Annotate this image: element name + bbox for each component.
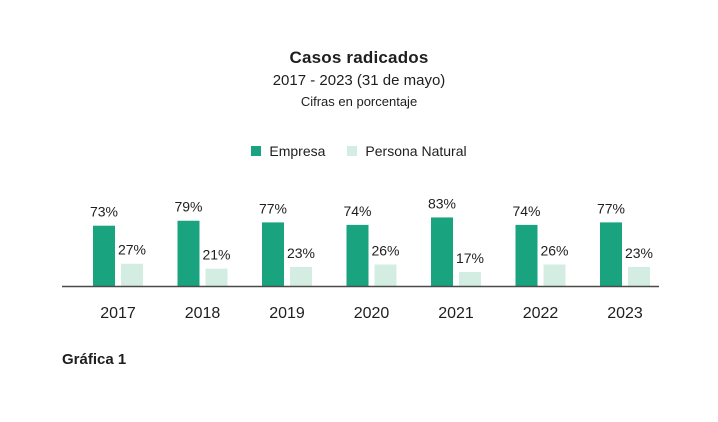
data-label-empresa-2018: 79% [174,199,202,215]
data-label-persona-natural-2022: 26% [540,243,568,259]
bar-persona-natural-2019 [290,267,312,286]
data-label-empresa-2019: 77% [259,200,287,216]
chart-subtitle: 2017 - 2023 (31 de mayo) [272,72,446,89]
data-label-empresa-2021: 83% [428,195,456,211]
x-tick-label-2018: 2018 [185,305,221,322]
x-tick-label-2023: 2023 [607,305,643,322]
legend-item-persona-natural: Persona Natural [347,143,467,159]
legend-label-persona-natural: Persona Natural [365,143,467,159]
bar-empresa-2018 [177,220,200,286]
data-label-persona-natural-2023: 23% [625,245,653,261]
x-tick-label-2019: 2019 [269,305,305,322]
data-label-persona-natural-2021: 17% [456,250,484,266]
bar-persona-natural-2020 [374,264,397,286]
data-label-persona-natural-2020: 26% [371,243,399,259]
bar-empresa-2017 [93,225,115,286]
bar-empresa-2021 [431,217,453,286]
data-label-empresa-2023: 77% [597,200,625,216]
chart-title: Casos radicados [289,48,429,67]
legend-label-empresa: Empresa [269,143,326,159]
legend-item-empresa: Empresa [251,143,325,159]
x-tick-label-2017: 2017 [100,305,136,322]
x-tick-label-2020: 2020 [354,305,390,322]
legend-swatch-persona-natural [347,146,358,156]
figure-caption: Gráfica 1 [62,351,127,368]
bar-empresa-2019 [262,222,284,286]
chart-note: Cifras en porcentaje [300,94,418,109]
bar-empresa-2023 [600,222,622,286]
chart-legend: Empresa Persona Natural [0,143,718,159]
x-tick-label-2022: 2022 [523,305,559,322]
data-label-persona-natural-2017: 27% [118,242,146,258]
bar-persona-natural-2017 [121,263,143,286]
data-label-empresa-2022: 74% [512,203,540,219]
bar-persona-natural-2022 [543,264,566,286]
data-label-persona-natural-2019: 23% [287,245,315,261]
data-label-persona-natural-2018: 21% [202,247,230,263]
bar-empresa-2022 [515,224,538,286]
data-label-empresa-2020: 74% [343,203,371,219]
data-label-empresa-2017: 73% [90,204,118,220]
bar-empresa-2020 [346,224,369,286]
bar-persona-natural-2018 [205,268,228,286]
legend-swatch-empresa [251,146,262,156]
x-tick-label-2021: 2021 [438,305,474,322]
bar-persona-natural-2021 [459,271,481,286]
bar-persona-natural-2023 [628,267,650,286]
